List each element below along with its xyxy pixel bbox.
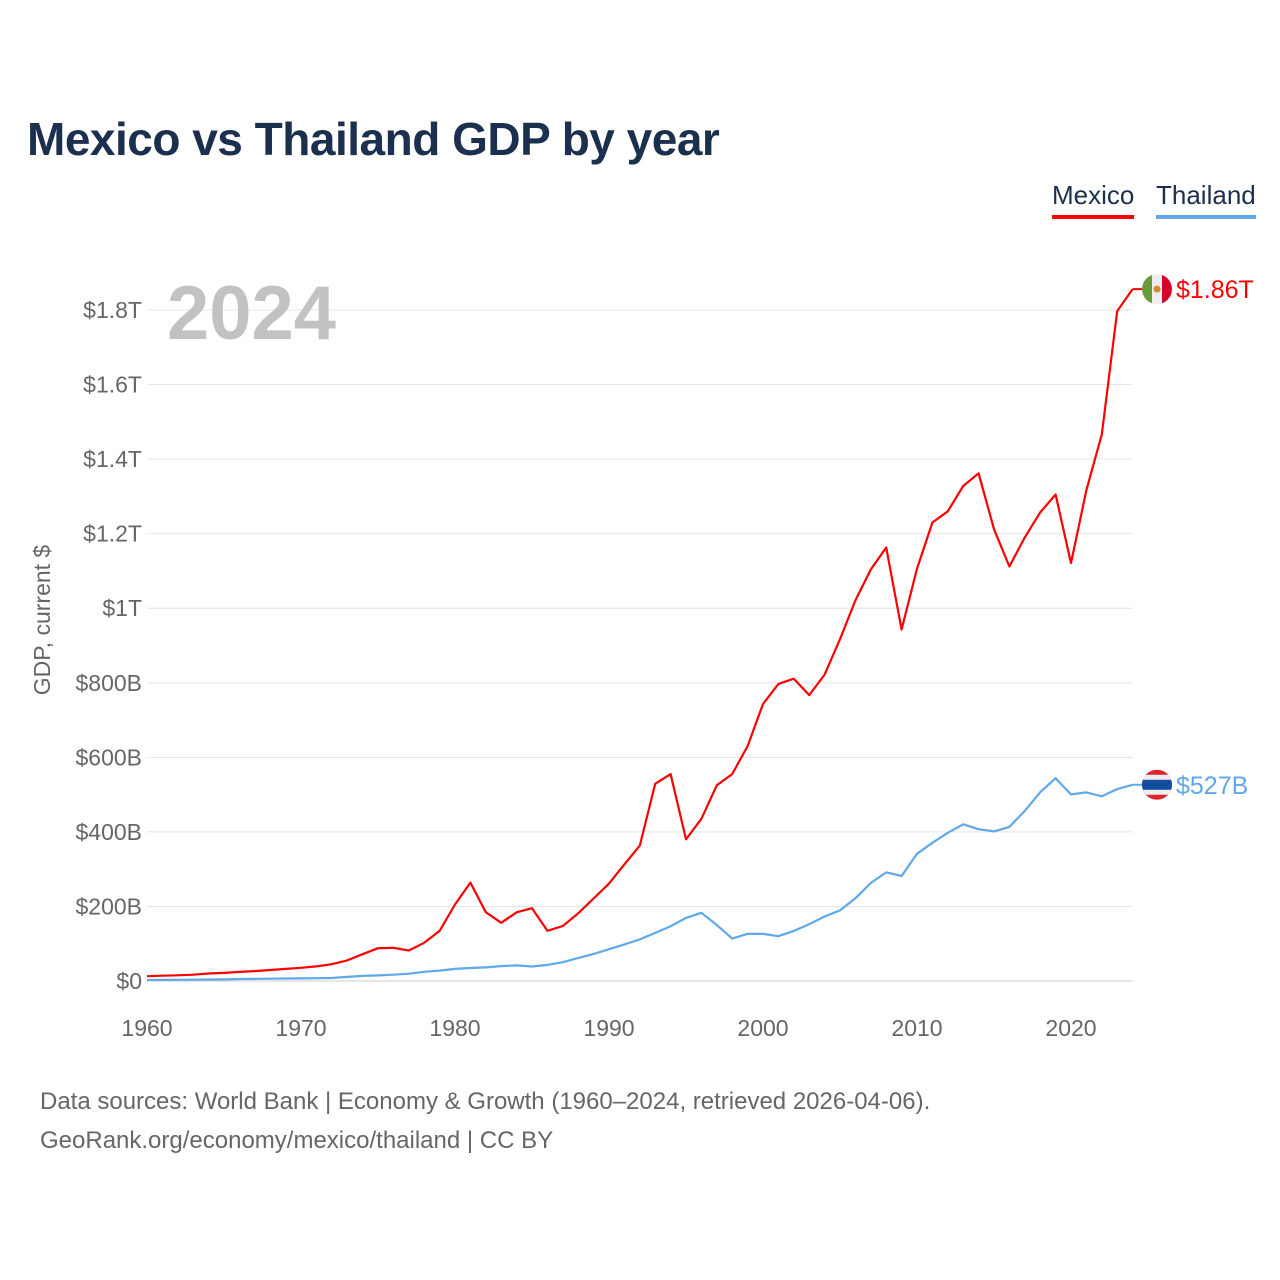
y-tick-label: $1.4T	[83, 446, 142, 472]
x-tick-label: 2010	[891, 1015, 942, 1041]
flag-body	[1142, 769, 1172, 800]
x-tick-label: 2000	[737, 1015, 788, 1041]
y-tick-label: $800B	[75, 670, 142, 696]
y-tick-label: $1.8T	[83, 297, 142, 323]
footer-link[interactable]: GeoRank.org/economy/mexico/thailand | CC…	[40, 1127, 554, 1154]
y-axis-label: GDP, current $	[29, 545, 55, 696]
thailand-flag-icon	[1142, 769, 1172, 800]
series-line-thailand	[146, 777, 1133, 982]
footer-sources: Data sources: World Bank | Economy & Gro…	[40, 1088, 931, 1115]
legend-thailand[interactable]: Thailand	[1156, 180, 1256, 219]
end-value-label: $527B	[1176, 772, 1248, 800]
y-tick-label: $400B	[75, 819, 142, 845]
chart-title: Mexico vs Thailand GDP by year	[27, 113, 720, 165]
year-overlay: 2024	[167, 271, 336, 356]
x-tick-label: 1990	[583, 1015, 634, 1041]
flag-stripe	[1162, 274, 1172, 305]
y-tick-label: $1.2T	[83, 521, 142, 547]
series-line-mexico	[146, 288, 1134, 978]
y-tick-label: $0	[116, 968, 142, 994]
x-tick-label: 1960	[121, 1015, 172, 1041]
legend-mexico[interactable]: Mexico	[1052, 180, 1135, 219]
flag-stripe	[1142, 779, 1172, 790]
end-value-label: $1.86T	[1176, 276, 1254, 304]
footer: Data sources: World Bank | Economy & Gro…	[40, 1082, 930, 1160]
flag-stripe	[1142, 274, 1152, 305]
flag-body	[1142, 274, 1172, 305]
y-tick-label: $1T	[102, 595, 142, 621]
x-tick-label: 1970	[275, 1015, 326, 1041]
x-tick-label: 1980	[429, 1015, 480, 1041]
flag-emblem	[1153, 285, 1161, 293]
mexico-flag-icon	[1142, 274, 1172, 305]
y-tick-label: $200B	[75, 893, 142, 919]
x-tick-label: 2020	[1045, 1015, 1096, 1041]
y-tick-label: $1.6T	[83, 372, 142, 398]
y-tick-label: $600B	[75, 744, 142, 770]
